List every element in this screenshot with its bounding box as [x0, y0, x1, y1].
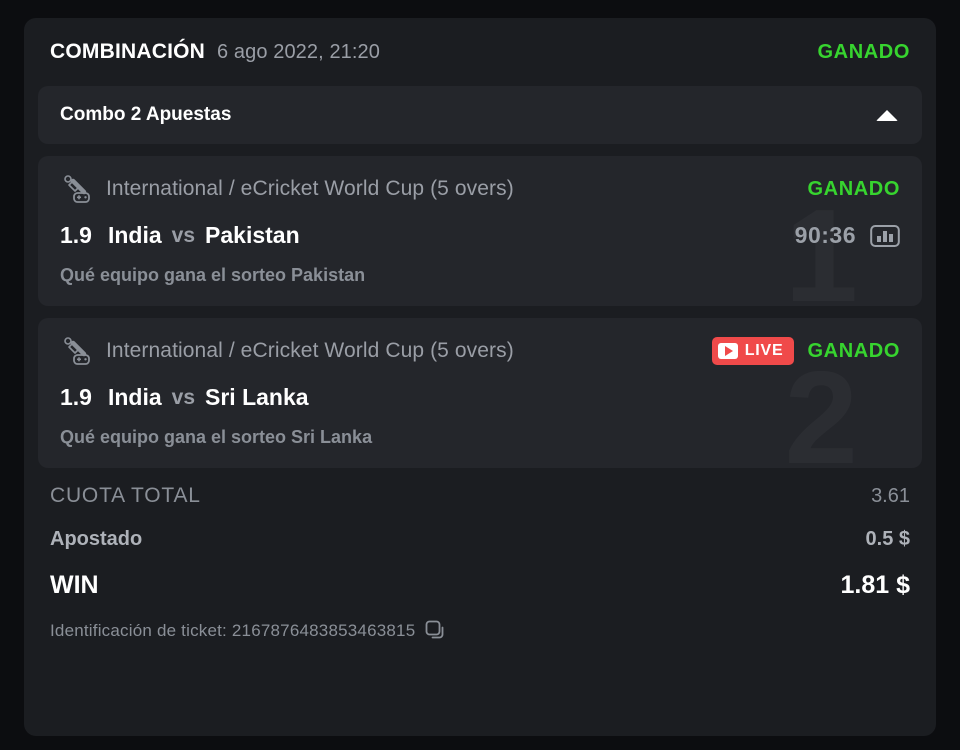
- live-badge[interactable]: LIVE: [711, 337, 794, 365]
- ecricket-icon: [64, 175, 90, 203]
- staked-label: Apostado: [50, 528, 143, 550]
- summary-row-staked: Apostado 0.5 $: [50, 528, 910, 551]
- summary-row-win: WIN 1.81 $: [50, 571, 910, 600]
- bet-team-away: Sri Lanka: [205, 384, 309, 410]
- bet-status-badge: GANADO: [807, 339, 900, 362]
- staked-value: 0.5 $: [865, 528, 910, 550]
- slip-status-badge: GANADO: [817, 40, 910, 63]
- bet-market-label: Qué equipo gana el sorteo Sri Lanka: [60, 427, 373, 447]
- combo-toggle-bar[interactable]: Combo 2 Apuestas: [38, 86, 922, 144]
- bet-vs-label: vs: [171, 223, 196, 247]
- live-label: LIVE: [744, 342, 784, 359]
- bet-header-row: International / eCricket World Cup (5 ov…: [60, 334, 900, 368]
- bet-header-right: LIVE GANADO: [711, 337, 900, 365]
- bet-league-name: International / eCricket World Cup (5 ov…: [106, 339, 514, 362]
- bet-slip-card: COMBINACIÓN 6 ago 2022, 21:20 GANADO Com…: [24, 18, 936, 736]
- ecricket-icon: [64, 337, 90, 365]
- bet-panel[interactable]: 1 International / eCricket World Cup (5 …: [38, 156, 922, 306]
- ticket-id-row: Identificación de ticket: 21678764838534…: [50, 620, 910, 642]
- triangle-up-icon[interactable]: [874, 102, 900, 128]
- bet-match-row: 1.9 India vs Pakistan 90:36: [60, 222, 900, 249]
- bet-market-label: Qué equipo gana el sorteo Pakistan: [60, 265, 366, 285]
- bet-team-away: Pakistan: [205, 222, 300, 248]
- win-label: WIN: [50, 571, 99, 599]
- bet-vs-label: vs: [171, 385, 196, 409]
- bet-panel[interactable]: 2 International / eCricket World Cup (5 …: [38, 318, 922, 468]
- summary-row-total-odds: CUOTA TOTAL 3.61: [50, 484, 910, 508]
- slip-header: COMBINACIÓN 6 ago 2022, 21:20 GANADO: [38, 18, 922, 86]
- bar-chart-icon[interactable]: [870, 223, 900, 249]
- slip-type-label: COMBINACIÓN: [50, 40, 206, 63]
- bet-header-right: GANADO: [808, 178, 901, 201]
- bet-league-name: International / eCricket World Cup (5 ov…: [106, 177, 514, 200]
- bet-team-home: India: [107, 384, 162, 410]
- play-icon: [717, 343, 738, 359]
- bet-odds: 1.9: [60, 384, 92, 410]
- slip-datetime: 6 ago 2022, 21:20: [217, 40, 380, 63]
- slip-summary: CUOTA TOTAL 3.61 Apostado 0.5 $ WIN 1.81…: [38, 468, 922, 642]
- copy-icon[interactable]: [425, 620, 447, 642]
- total-odds-label: CUOTA TOTAL: [50, 484, 201, 507]
- bet-header-row: International / eCricket World Cup (5 ov…: [60, 172, 900, 206]
- bet-match-row: 1.9 India vs Sri Lanka: [60, 384, 900, 411]
- ticket-id-label: Identificación de ticket: 21678764838534…: [50, 621, 416, 640]
- bet-odds: 1.9: [60, 222, 92, 248]
- bet-team-home: India: [107, 222, 162, 248]
- total-odds-value: 3.61: [871, 485, 910, 507]
- bet-score-group: 90:36: [795, 222, 900, 249]
- bet-score: 90:36: [794, 222, 856, 248]
- bet-status-badge: GANADO: [807, 177, 900, 200]
- win-value: 1.81 $: [840, 571, 910, 599]
- combo-title: Combo 2 Apuestas: [60, 104, 232, 125]
